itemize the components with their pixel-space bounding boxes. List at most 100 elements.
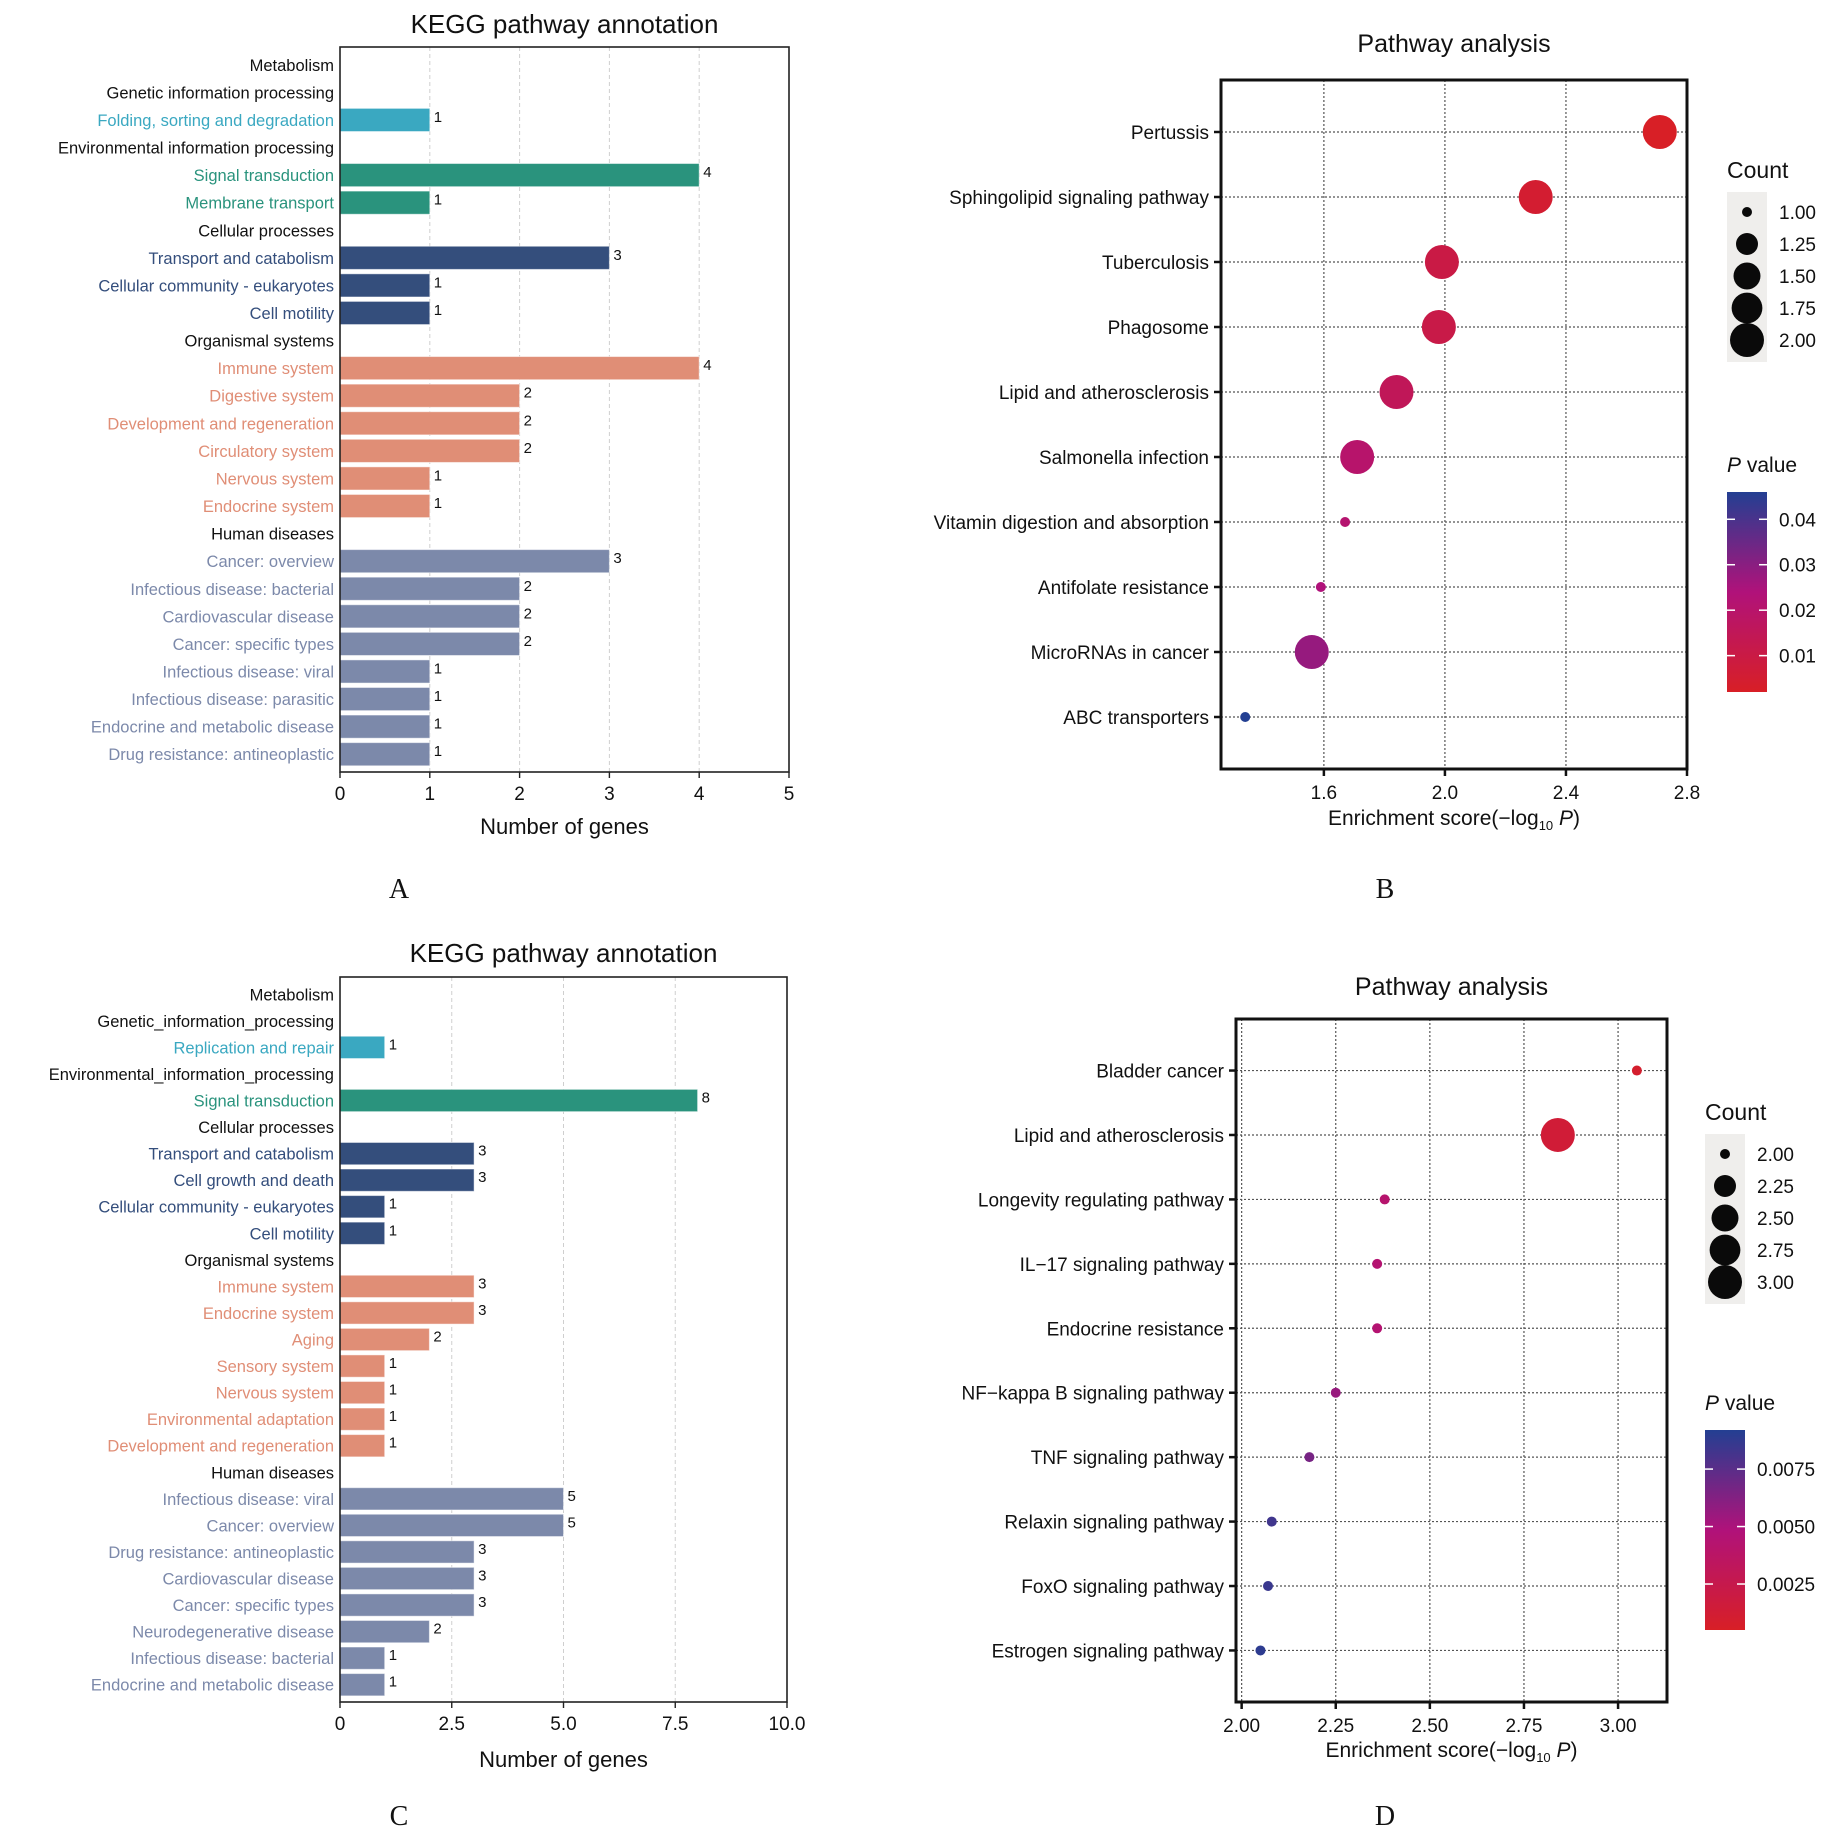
bar-value-label: 1 xyxy=(389,1036,397,1053)
category-header-label: Metabolism xyxy=(250,986,334,1004)
bar-value-label: 4 xyxy=(703,164,711,181)
bar-value-label: 4 xyxy=(703,357,711,374)
pathway-label: Bladder cancer xyxy=(1096,1062,1224,1083)
bar xyxy=(339,631,521,656)
bar xyxy=(339,659,431,684)
color-legend-label: 0.0075 xyxy=(1757,1460,1815,1481)
color-legend-label: 0.0025 xyxy=(1757,1575,1815,1596)
bar-value-label: 5 xyxy=(568,1488,576,1505)
bar-value-label: 3 xyxy=(478,1568,486,1585)
pathway-label: Longevity regulating pathway xyxy=(978,1190,1225,1211)
color-legend-title: P value xyxy=(1727,454,1797,477)
pathway-label: Drug resistance: antineoplastic xyxy=(108,1544,334,1562)
x-tick-label: 2.75 xyxy=(1505,1716,1542,1737)
color-legend-label: 0.03 xyxy=(1779,556,1816,577)
category-header-label: Genetic information processing xyxy=(107,84,334,102)
pathway-label: Cellular community - eukaryotes xyxy=(98,277,334,295)
size-legend-label: 1.00 xyxy=(1779,203,1816,224)
size-legend-dot xyxy=(1731,292,1763,324)
bar-value-label: 3 xyxy=(478,1594,486,1611)
category-header-label: Genetic_information_processing xyxy=(97,1013,334,1031)
bar-value-label: 1 xyxy=(434,716,442,733)
pathway-label: FoxO signaling pathway xyxy=(1021,1577,1224,1598)
bar-value-label: 1 xyxy=(389,1355,397,1372)
pathway-label: Membrane transport xyxy=(185,195,334,213)
size-legend-dot xyxy=(1714,1175,1736,1197)
bar-value-label: 1 xyxy=(434,109,442,126)
bar xyxy=(339,1195,386,1219)
bubble xyxy=(1379,375,1414,409)
pathway-label: Cardiovascular disease xyxy=(162,608,334,626)
size-legend-label: 2.50 xyxy=(1757,1209,1794,1230)
bubble xyxy=(1424,245,1459,279)
panel-letter-d: D xyxy=(1375,1801,1395,1832)
bar xyxy=(339,273,431,298)
category-header-label: Human diseases xyxy=(211,526,334,544)
bar xyxy=(339,190,431,215)
size-legend-dot xyxy=(1742,207,1752,217)
pathway-label: Neurodegenerative disease xyxy=(132,1624,334,1642)
bar xyxy=(339,549,610,574)
size-legend-label: 2.75 xyxy=(1757,1241,1794,1262)
bar xyxy=(339,1168,475,1192)
pathway-label: Circulatory system xyxy=(198,443,334,461)
size-legend-label: 3.00 xyxy=(1757,1273,1794,1294)
pathway-label: Antifolate resistance xyxy=(1038,578,1209,599)
bar-value-label: 1 xyxy=(389,1382,397,1399)
panel-letter-c: C xyxy=(390,1801,409,1832)
pathway-label: Lipid and atherosclerosis xyxy=(999,383,1209,404)
pathway-label: Vitamin digestion and absorption xyxy=(934,513,1209,534)
x-tick-label: 2.00 xyxy=(1223,1716,1260,1737)
bar-value-label: 1 xyxy=(434,192,442,209)
bar xyxy=(339,107,431,133)
bubble xyxy=(1255,1645,1266,1656)
x-tick-label: 2.8 xyxy=(1674,783,1700,804)
pathway-label: Tuberculosis xyxy=(1102,253,1209,274)
x-tick-label: 0 xyxy=(335,784,346,805)
panel-b-bubble-chart: Pathway analysis Pertussis Sphingolipid si… xyxy=(934,30,1817,833)
pathway-label: Sphingolipid signaling pathway xyxy=(949,188,1209,209)
color-legend-title: P value xyxy=(1705,1392,1775,1415)
bar-value-label: 1 xyxy=(434,495,442,512)
plot-frame xyxy=(1219,78,1689,771)
bar xyxy=(339,1354,386,1378)
pathway-label: Development and regeneration xyxy=(107,415,334,433)
bar-value-label: 5 xyxy=(568,1514,576,1531)
bar xyxy=(339,493,431,519)
pathway-label: Phagosome xyxy=(1108,318,1209,339)
bubble xyxy=(1642,115,1677,149)
pathway-label: Infectious disease: viral xyxy=(162,1491,334,1509)
bar xyxy=(339,1407,386,1431)
bar xyxy=(339,466,431,491)
x-tick-label: 3 xyxy=(604,784,615,805)
x-tick-label: 2.0 xyxy=(1432,783,1458,804)
bar xyxy=(339,742,431,767)
pathway-label: Folding, sorting and degradation xyxy=(97,112,334,130)
bar-value-label: 1 xyxy=(389,1408,397,1425)
pathway-label: Cancer: specific types xyxy=(173,636,334,654)
x-tick-label: 5.0 xyxy=(550,1714,576,1735)
pathway-label: Sensory system xyxy=(217,1358,334,1376)
chart-title: Pathway analysis xyxy=(1355,973,1548,1001)
color-legend-bar xyxy=(1705,1430,1745,1630)
bar xyxy=(339,383,521,408)
pathway-label: IL−17 signaling pathway xyxy=(1020,1255,1225,1276)
x-tick-label: 0 xyxy=(335,1714,346,1735)
bubble xyxy=(1372,1323,1383,1334)
bar xyxy=(339,714,431,739)
panel-c-bar-chart: KEGG pathway annotation Metabolism Genetic… xyxy=(49,938,806,1772)
category-header-label: Cellular processes xyxy=(198,222,334,240)
bar xyxy=(339,1327,430,1352)
color-legend-label: 0.0050 xyxy=(1757,1518,1815,1539)
bar xyxy=(339,1380,386,1405)
bar-value-label: 2 xyxy=(524,385,532,402)
bubble xyxy=(1240,712,1251,722)
bubble xyxy=(1631,1065,1642,1076)
pathway-label: Relaxin signaling pathway xyxy=(1004,1513,1224,1534)
pathway-label: Cellular community - eukaryotes xyxy=(98,1199,334,1217)
category-header-label: Environmental_information_processing xyxy=(49,1066,334,1084)
size-legend-label: 1.75 xyxy=(1779,299,1816,320)
pathway-label: Infectious disease: bacterial xyxy=(130,1650,334,1668)
x-axis-label: Number of genes xyxy=(480,814,649,839)
bar xyxy=(339,604,521,629)
